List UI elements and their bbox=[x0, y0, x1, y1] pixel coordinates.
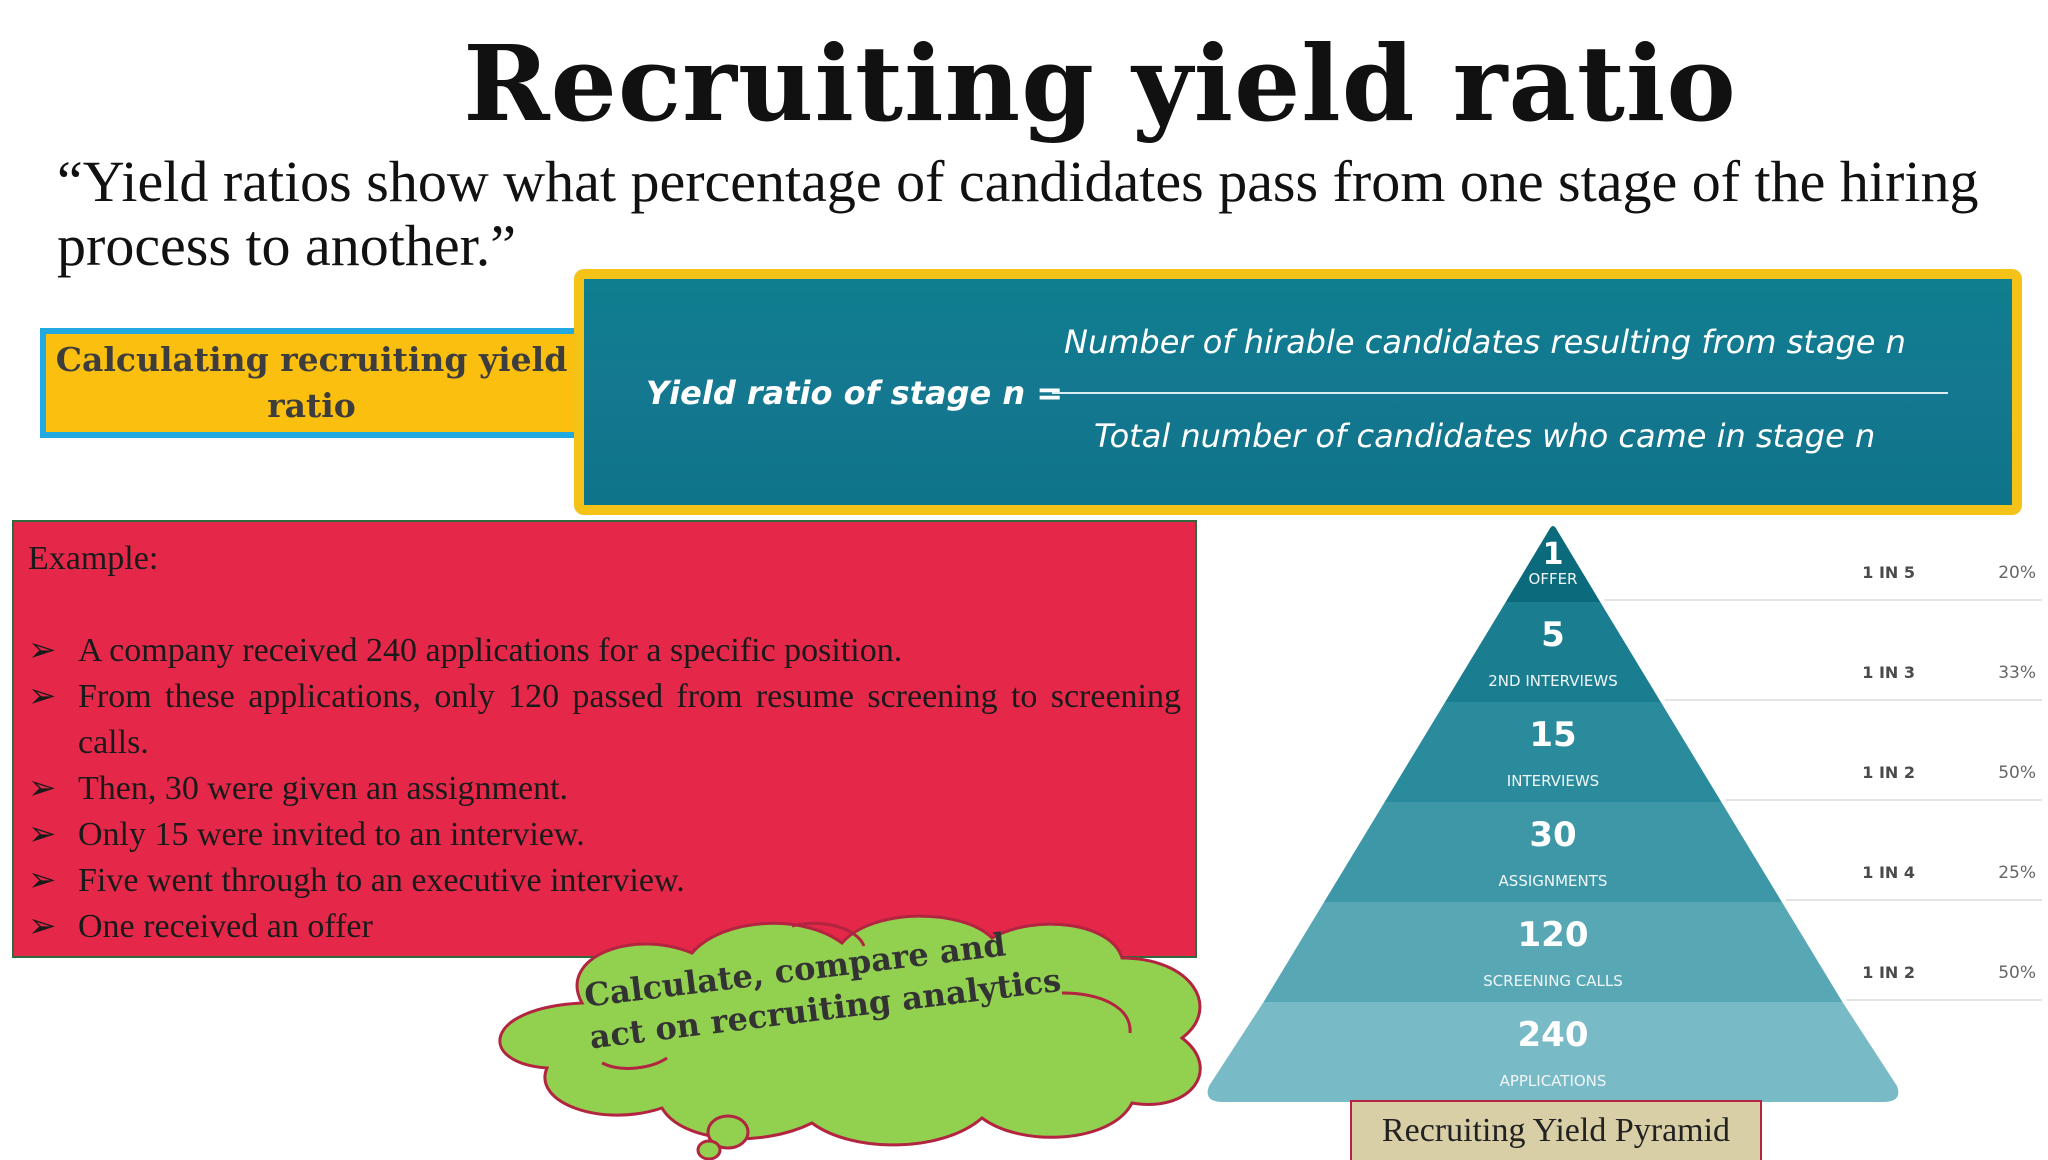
tier-label: INTERVIEWS bbox=[1507, 772, 1599, 790]
pyramid-tier bbox=[1505, 526, 1601, 602]
thought-cloud-icon bbox=[498, 914, 1202, 1160]
tier-value: 240 bbox=[1518, 1015, 1589, 1055]
slide-title: Recruiting yield ratio bbox=[463, 22, 1737, 145]
list-item: ➢ Five went through to an executive inter… bbox=[28, 858, 1181, 904]
stage-ratio: 1 IN 3 bbox=[1862, 663, 1915, 682]
calculating-label-box: Calculating recruiting yield ratio bbox=[40, 328, 583, 438]
stage-percent: 50% bbox=[1998, 763, 2036, 783]
tier-value: 30 bbox=[1529, 815, 1576, 855]
stage-percent: 25% bbox=[1998, 863, 2036, 883]
formula-lhs: Yield ratio of stage n = bbox=[646, 374, 1064, 412]
pyramid-tier bbox=[1324, 802, 1782, 902]
list-item: ➢ Then, 30 were given an assignment. bbox=[28, 766, 1181, 812]
tier-value: 1 bbox=[1543, 537, 1564, 572]
example-heading: Example: bbox=[28, 540, 159, 577]
tier-value: 5 bbox=[1541, 615, 1565, 655]
tier-label: OFFER bbox=[1529, 570, 1578, 588]
arrow-bullet-icon: ➢ bbox=[28, 816, 57, 853]
stage-ratio: 1 IN 5 bbox=[1862, 563, 1915, 582]
definition-quote: “Yield ratios show what percentage of ca… bbox=[57, 149, 1979, 278]
formula-panel: Yield ratio of stage n = Number of hirab… bbox=[584, 279, 2012, 505]
stage-percent: 50% bbox=[1998, 963, 2036, 983]
example-box: Example: ➢ A company received 240 applica… bbox=[12, 520, 1197, 958]
tier-label: ASSIGNMENTS bbox=[1499, 872, 1608, 890]
arrow-bullet-icon: ➢ bbox=[28, 908, 57, 945]
list-item: ➢ Only 15 were invited to an interview. bbox=[28, 812, 1181, 858]
tier-label: 2ND INTERVIEWS bbox=[1488, 672, 1618, 690]
arrow-bullet-icon: ➢ bbox=[28, 678, 57, 715]
example-list: ➢ A company received 240 applications for… bbox=[28, 628, 1181, 950]
arrow-bullet-icon: ➢ bbox=[28, 862, 57, 899]
arrow-bullet-icon: ➢ bbox=[28, 770, 57, 807]
pyramid-caption: Recruiting Yield Pyramid bbox=[1350, 1100, 1762, 1160]
stage-ratio: 1 IN 2 bbox=[1862, 963, 1915, 982]
stage-percent: 20% bbox=[1998, 563, 2036, 583]
tier-label: APPLICATIONS bbox=[1500, 1072, 1607, 1090]
formula-numerator: Number of hirable candidates resulting f… bbox=[1064, 323, 1906, 361]
formula-box: Yield ratio of stage n = Number of hirab… bbox=[574, 269, 2022, 515]
pyramid-tier bbox=[1263, 902, 1843, 1002]
tier-value: 120 bbox=[1518, 915, 1589, 955]
fraction-bar bbox=[1052, 392, 1948, 394]
tier-label: SCREENING CALLS bbox=[1483, 972, 1623, 990]
list-item: ➢ A company received 240 applications for… bbox=[28, 628, 1181, 674]
list-item: ➢ One received an offer bbox=[28, 904, 1181, 950]
pyramid-tier bbox=[1384, 702, 1722, 802]
tier-value: 15 bbox=[1529, 715, 1576, 755]
pyramid-tier bbox=[1445, 602, 1661, 702]
list-item: ➢ From these applications, only 120 passe… bbox=[28, 674, 1181, 766]
arrow-bullet-icon: ➢ bbox=[28, 632, 57, 669]
pyramid-tier bbox=[1207, 1002, 1899, 1102]
stage-percent: 33% bbox=[1998, 663, 2036, 683]
stage-ratio: 1 IN 4 bbox=[1862, 863, 1915, 882]
formula-denominator: Total number of candidates who came in s… bbox=[1094, 417, 1876, 455]
stage-ratio: 1 IN 2 bbox=[1862, 763, 1915, 782]
